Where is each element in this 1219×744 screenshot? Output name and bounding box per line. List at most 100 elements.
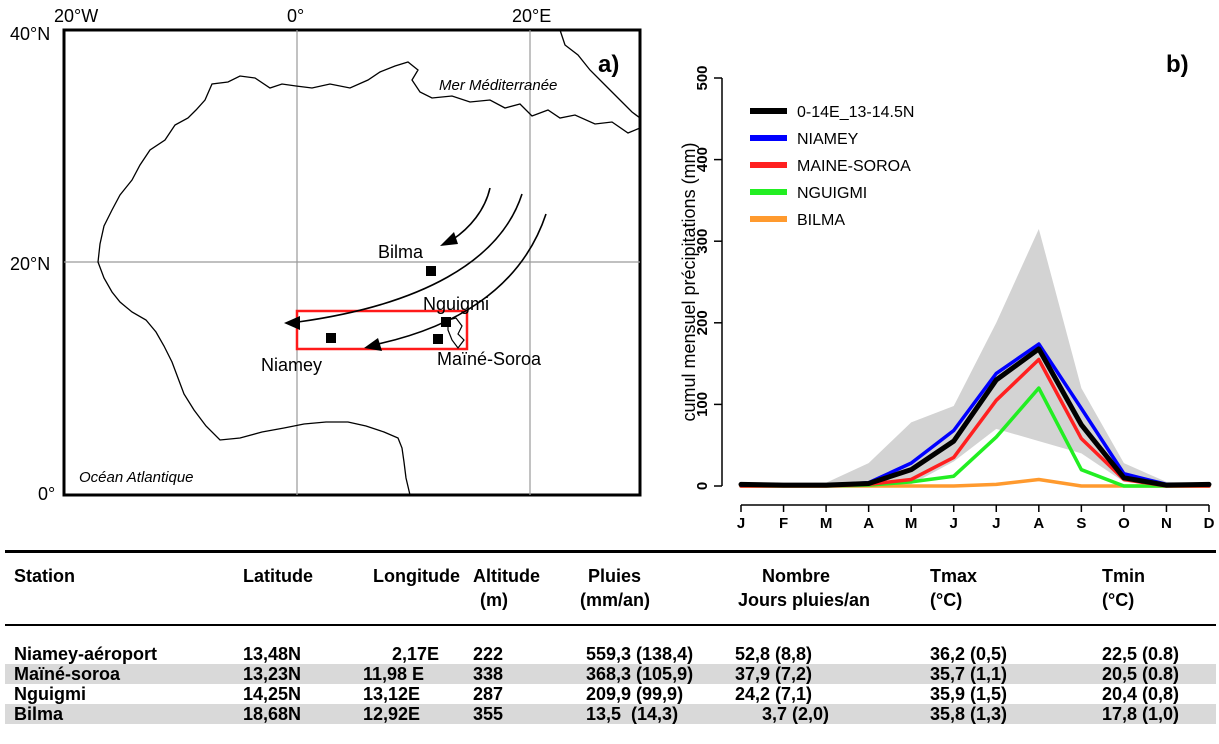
- cell-latitude: 13,48N: [243, 644, 302, 664]
- chart-panel: 0 100 200 300 400 500 cumul mensuel précipitat…: [679, 51, 1215, 532]
- cell-tmax: 35,9 (1,5): [930, 684, 1008, 704]
- header-tmin: Tmin: [1102, 566, 1145, 586]
- lon-label-20e: 20°E: [512, 6, 551, 26]
- cell-tmax: 35,7 (1,1): [930, 664, 1008, 684]
- y-tick-label: 0: [694, 482, 711, 490]
- cell-altitude: 338: [473, 664, 504, 684]
- cell-tmin: 17,8 (1,0): [1102, 704, 1180, 724]
- flow-arrow-2-head: [284, 316, 300, 330]
- cell-longitude: 13,12E: [363, 684, 421, 704]
- cell-tmax: 36,2 (0,5): [930, 644, 1008, 664]
- cell-tmax: 35,8 (1,3): [930, 704, 1008, 724]
- y-tick-label: 200: [694, 310, 711, 335]
- header-latitude: Latitude: [243, 566, 313, 586]
- table-row: Nguigmi 14,25N 13,12E 287 209,9 (99,9) 2…: [5, 684, 1216, 704]
- station-label-maine-soroa: Maïné-Soroa: [437, 349, 542, 369]
- cell-nombre: 24,2 (7,1): [735, 684, 813, 704]
- x-tick-label: J: [950, 515, 958, 532]
- x-tick-label: N: [1161, 515, 1172, 532]
- lon-label-0: 0°: [287, 6, 304, 26]
- table-row: Bilma 18,68N 12,92E 355 13,5 (14,3) 3,7 …: [5, 704, 1216, 724]
- cell-longitude: 11,98 E: [363, 664, 425, 684]
- header-altitude: Altitude: [473, 566, 540, 586]
- station-label-bilma: Bilma: [378, 242, 424, 262]
- header-pluies-unit: (mm/an): [580, 590, 651, 610]
- flow-arrow-3-head: [364, 338, 382, 351]
- x-tick-label: D: [1204, 515, 1215, 532]
- cell-altitude: 355: [473, 704, 504, 724]
- cell-station: Maïné-soroa: [14, 664, 121, 684]
- cell-latitude: 13,23N: [243, 664, 302, 684]
- header-pluies: Pluies: [588, 566, 642, 586]
- y-tick-label: 100: [694, 392, 711, 417]
- cell-nombre: 37,9 (7,2): [735, 664, 813, 684]
- cell-longitude: 12,92E: [363, 704, 421, 724]
- cell-pluies: 559,3 (138,4): [586, 644, 694, 664]
- map-panel-label: a): [598, 51, 619, 78]
- cell-tmin: 20,4 (0,8): [1102, 684, 1180, 704]
- legend-label: BILMA: [797, 212, 845, 229]
- chart-panel-label: b): [1166, 51, 1189, 78]
- table-top-rule: [5, 550, 1216, 553]
- cell-station: Niamey-aéroport: [14, 644, 158, 664]
- station-marker-bilma: [426, 266, 436, 276]
- cell-pluies: 368,3 (105,9): [586, 664, 694, 684]
- africa-coastline: [97, 61, 641, 496]
- sea-label-atlantic: Océan Atlantique: [79, 469, 194, 486]
- cell-pluies: 13,5 (14,3): [586, 704, 679, 724]
- cell-longitude: 2,17E: [392, 644, 440, 664]
- cell-tmin: 20,5 (0.8): [1102, 664, 1180, 684]
- flow-arrow-2: [297, 193, 523, 323]
- header-altitude-unit: (m): [480, 590, 508, 610]
- x-tick-label: F: [779, 515, 788, 532]
- cell-altitude: 222: [473, 644, 504, 664]
- station-label-niamey: Niamey: [261, 355, 322, 375]
- lat-label-20n: 20°N: [10, 254, 50, 274]
- series-line: [738, 346, 1212, 488]
- x-tick-label: S: [1076, 515, 1086, 532]
- header-tmax-unit: (°C): [930, 590, 963, 610]
- x-tick-label: J: [992, 515, 1000, 532]
- study-zone-rectangle: [295, 309, 469, 351]
- lake-chad-outline: [447, 317, 465, 349]
- cell-latitude: 14,25N: [243, 684, 302, 704]
- station-marker-maine-soroa: [433, 334, 443, 344]
- x-tick-label: M: [905, 515, 918, 532]
- y-tick-label: 400: [694, 147, 711, 172]
- station-table: Station Latitude Longitude Altitude (m) …: [0, 550, 1219, 744]
- range-envelope: [741, 228, 1209, 486]
- table-header-rule: [5, 624, 1216, 626]
- cell-pluies: 209,9 (99,9): [586, 684, 684, 704]
- table-row: Maïné-soroa 13,23N 11,98 E 338 368,3 (10…: [5, 664, 1216, 684]
- y-tick-label: 300: [694, 229, 711, 254]
- station-marker-nguigmi: [441, 317, 451, 327]
- cell-station: Nguigmi: [14, 684, 86, 704]
- x-tick-label: A: [1033, 515, 1044, 532]
- legend-label: MAINE-SOROA: [797, 158, 911, 175]
- header-station: Station: [14, 566, 75, 586]
- cell-latitude: 18,68N: [243, 704, 302, 724]
- header-nombre-sub: Jours pluies/an: [738, 590, 871, 610]
- x-tick-label: O: [1118, 515, 1130, 532]
- header-tmax: Tmax: [930, 566, 978, 586]
- x-tick-label: A: [863, 515, 874, 532]
- header-longitude: Longitude: [373, 566, 460, 586]
- table-row: Niamey-aéroport 13,48N 2,17E 222 559,3 (…: [5, 644, 1216, 664]
- header-tmin-unit: (°C): [1102, 590, 1135, 610]
- cell-nombre: 52,8 (8,8): [735, 644, 813, 664]
- cell-altitude: 287: [473, 684, 504, 704]
- x-tick-label: M: [820, 515, 833, 532]
- flow-arrow-3: [377, 213, 547, 345]
- mediterranean-east-coast: [559, 29, 641, 119]
- flow-arrow-1: [451, 187, 491, 241]
- station-label-nguigmi: Nguigmi: [423, 294, 489, 314]
- lat-label-40n: 40°N: [10, 24, 50, 44]
- cell-tmin: 22,5 (0.8): [1102, 644, 1180, 664]
- header-nombre: Nombre: [762, 566, 831, 586]
- cell-nombre: 3,7 (2,0): [762, 704, 830, 724]
- legend-label: 0-14E_13-14.5N: [797, 104, 914, 121]
- flow-arrow-1-head: [440, 232, 458, 246]
- lat-label-0: 0°: [38, 484, 55, 504]
- x-tick-label: J: [737, 515, 745, 532]
- map-panel: 20°W 0° 20°E 40°N 20°N 0° a) Mer Méditer…: [10, 6, 642, 504]
